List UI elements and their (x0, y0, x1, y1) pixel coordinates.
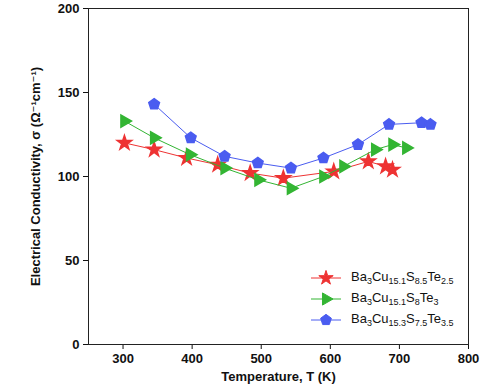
svg-text:400: 400 (181, 351, 203, 366)
svg-text:800: 800 (458, 351, 480, 366)
svg-text:600: 600 (319, 351, 341, 366)
svg-text:Temperature, T (K): Temperature, T (K) (221, 369, 336, 384)
svg-text:150: 150 (58, 85, 80, 100)
svg-text:100: 100 (58, 169, 80, 184)
svg-text:200: 200 (58, 1, 80, 16)
svg-text:50: 50 (65, 253, 79, 268)
html-text:Ba3Cu15.3S7.5Te3.5: Ba3Cu15.3S7.5Te3.5 (351, 310, 454, 328)
html-text:Ba3Cu15.1S8Te3: Ba3Cu15.1S8Te3 (351, 289, 439, 307)
svg-text:700: 700 (389, 351, 411, 366)
svg-text:0: 0 (72, 337, 79, 352)
svg-text:500: 500 (250, 351, 272, 366)
svg-text:Electrical Conductivity, σ (Ω⁻: Electrical Conductivity, σ (Ω⁻¹cm⁻¹) (28, 67, 43, 286)
html-text:Ba3Cu15.1S8.5Te2.5: Ba3Cu15.1S8.5Te2.5 (351, 268, 454, 286)
svg-text:300: 300 (112, 351, 134, 366)
